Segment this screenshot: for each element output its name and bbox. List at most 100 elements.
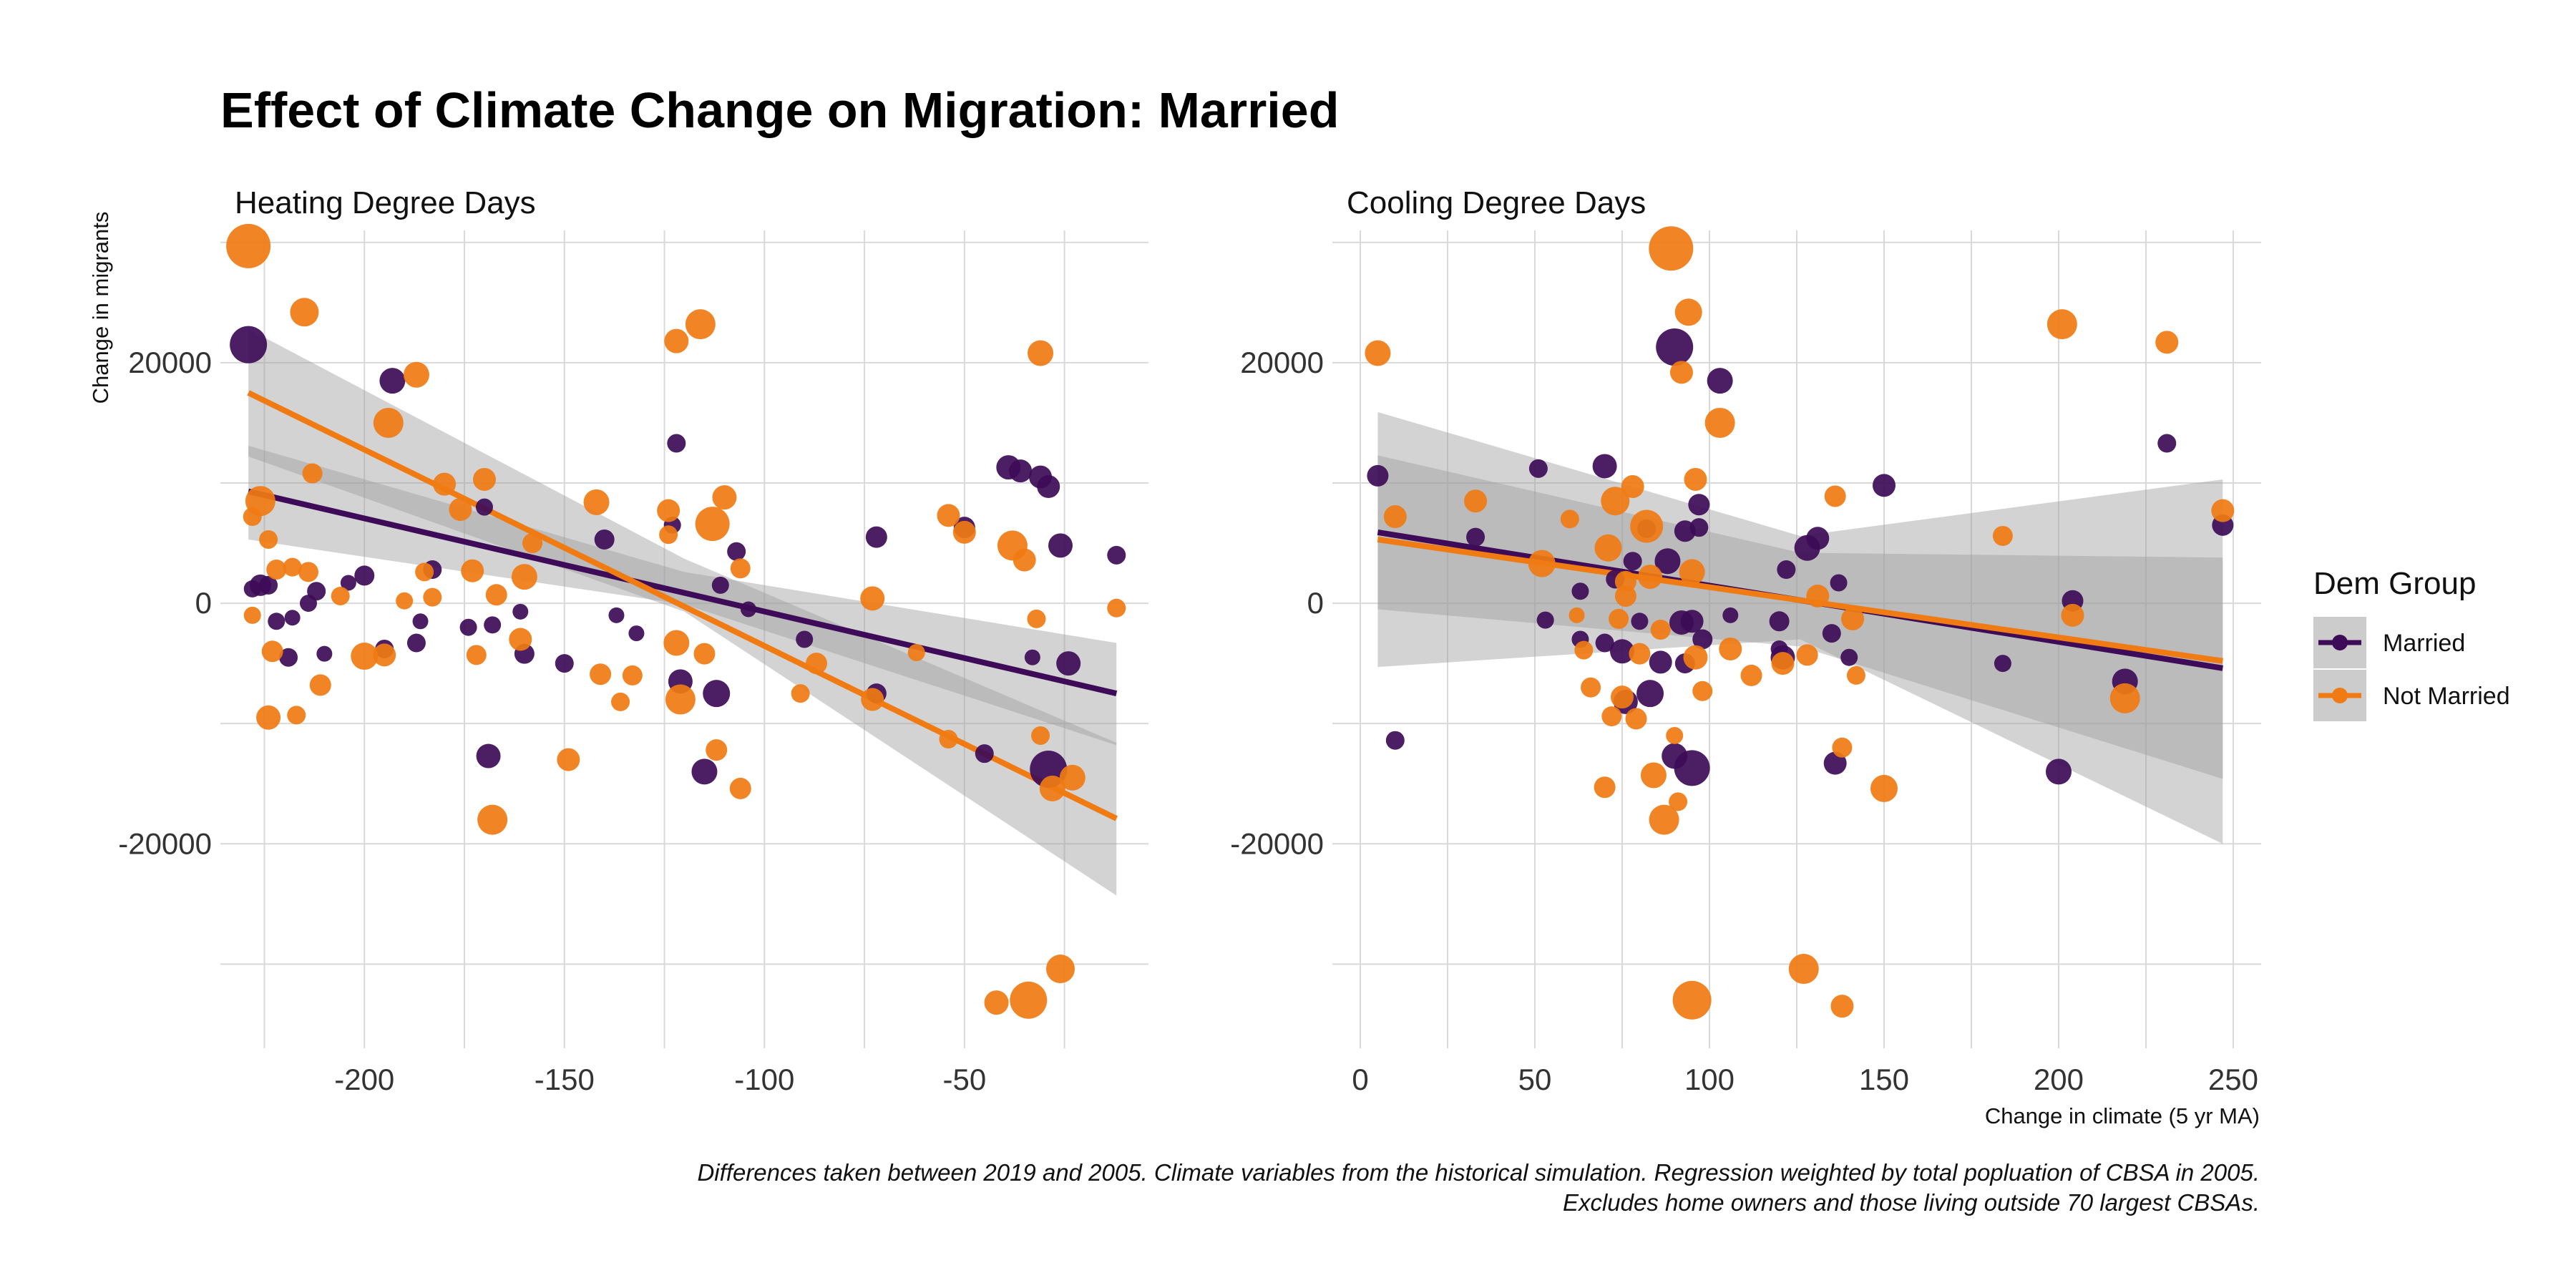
point-married xyxy=(284,610,301,626)
point-married xyxy=(259,575,278,595)
point-married xyxy=(1466,527,1485,547)
point-married xyxy=(703,680,731,708)
legend-label-not-married: Not Married xyxy=(2383,683,2510,710)
point-not-married xyxy=(1601,706,1622,727)
chart-title: Effect of Climate Change on Migration: M… xyxy=(220,82,1339,138)
y-axis-label: Change in migrants xyxy=(88,212,113,404)
point-married xyxy=(975,744,994,763)
point-married xyxy=(316,645,333,662)
x-tick-label: 50 xyxy=(1518,1063,1552,1096)
point-not-married xyxy=(256,705,281,730)
point-married xyxy=(1649,650,1672,674)
y-tick-label: 0 xyxy=(1307,586,1324,620)
point-not-married xyxy=(590,663,612,686)
point-married xyxy=(1623,552,1642,571)
point-married xyxy=(1367,464,1389,487)
point-not-married xyxy=(1788,954,1819,985)
point-married xyxy=(1707,368,1733,394)
point-not-married xyxy=(1692,680,1713,701)
point-not-married xyxy=(1669,792,1688,811)
point-not-married xyxy=(712,485,737,510)
caption-line-1: Differences taken between 2019 and 2005.… xyxy=(697,1159,2260,1186)
point-not-married xyxy=(259,530,278,549)
point-married xyxy=(1777,560,1796,580)
point-married xyxy=(412,613,429,630)
point-not-married xyxy=(1383,505,1407,529)
point-not-married xyxy=(1107,598,1126,618)
point-married xyxy=(1722,607,1739,623)
point-not-married xyxy=(1841,607,1865,630)
point-married xyxy=(484,616,502,634)
point-not-married xyxy=(1679,559,1705,585)
y-tick-label: -20000 xyxy=(1230,826,1324,860)
y-tick-label: -20000 xyxy=(118,826,212,860)
legend: Dem Group Married Not Married xyxy=(2313,566,2510,721)
regression-line-not-married xyxy=(247,390,1118,821)
point-not-married xyxy=(331,586,350,605)
point-not-married xyxy=(1039,775,1065,801)
point-not-married xyxy=(1528,550,1556,577)
point-not-married xyxy=(1719,637,1742,660)
point-not-married xyxy=(611,692,630,711)
point-not-married xyxy=(1992,525,2013,546)
legend-label-married: Married xyxy=(2383,630,2465,657)
point-not-married xyxy=(791,684,810,703)
point-not-married xyxy=(939,730,958,749)
point-married xyxy=(1024,649,1040,665)
point-not-married xyxy=(226,223,271,268)
point-married xyxy=(1056,651,1081,676)
point-married xyxy=(1806,527,1830,550)
point-not-married xyxy=(1630,509,1664,543)
point-not-married xyxy=(1581,677,1601,698)
point-not-married xyxy=(1568,607,1585,623)
point-married xyxy=(379,368,406,394)
point-not-married xyxy=(693,643,716,665)
x-tick-label: 200 xyxy=(2034,1063,2084,1096)
x-tick-label: 100 xyxy=(1684,1063,1735,1096)
point-not-married xyxy=(984,990,1009,1015)
point-not-married xyxy=(1601,487,1630,516)
point-not-married xyxy=(706,739,728,761)
point-not-married xyxy=(1870,774,1898,802)
point-married xyxy=(406,633,426,653)
point-not-married xyxy=(1806,584,1830,608)
point-not-married xyxy=(283,557,302,577)
point-not-married xyxy=(1010,981,1048,1019)
point-married xyxy=(1840,648,1858,666)
x-tick-label: -50 xyxy=(942,1063,986,1096)
point-married xyxy=(476,743,501,769)
point-married xyxy=(555,654,574,673)
point-married xyxy=(1009,459,1033,483)
point-not-married xyxy=(423,587,442,607)
point-not-married xyxy=(1740,664,1762,686)
point-married xyxy=(475,498,493,516)
point-not-married xyxy=(1621,475,1644,499)
point-married xyxy=(1048,533,1073,558)
x-tick-label: 150 xyxy=(1859,1063,1909,1096)
point-married xyxy=(594,529,615,550)
point-married xyxy=(865,526,887,548)
point-married xyxy=(711,576,729,594)
point-married xyxy=(1631,613,1649,630)
panel-title-heating: Heating Degree Days xyxy=(235,185,536,220)
point-married xyxy=(230,326,268,364)
point-married xyxy=(1656,328,1694,366)
point-not-married xyxy=(472,467,496,491)
point-not-married xyxy=(1846,665,1865,685)
confidence-band-married xyxy=(1377,455,2223,779)
point-not-married xyxy=(461,559,484,582)
point-not-married xyxy=(622,665,643,686)
point-not-married xyxy=(1796,644,1818,666)
point-not-married xyxy=(1638,565,1663,590)
point-not-married xyxy=(477,804,508,835)
point-married xyxy=(691,758,718,785)
point-not-married xyxy=(1640,762,1667,789)
point-not-married xyxy=(373,407,404,438)
point-not-married xyxy=(664,328,689,353)
point-not-married xyxy=(1683,645,1708,670)
point-not-married xyxy=(373,643,396,667)
point-not-married xyxy=(1013,548,1036,572)
confidence-band-not-married xyxy=(248,328,1117,896)
point-not-married xyxy=(1609,608,1629,629)
point-married xyxy=(268,613,286,630)
